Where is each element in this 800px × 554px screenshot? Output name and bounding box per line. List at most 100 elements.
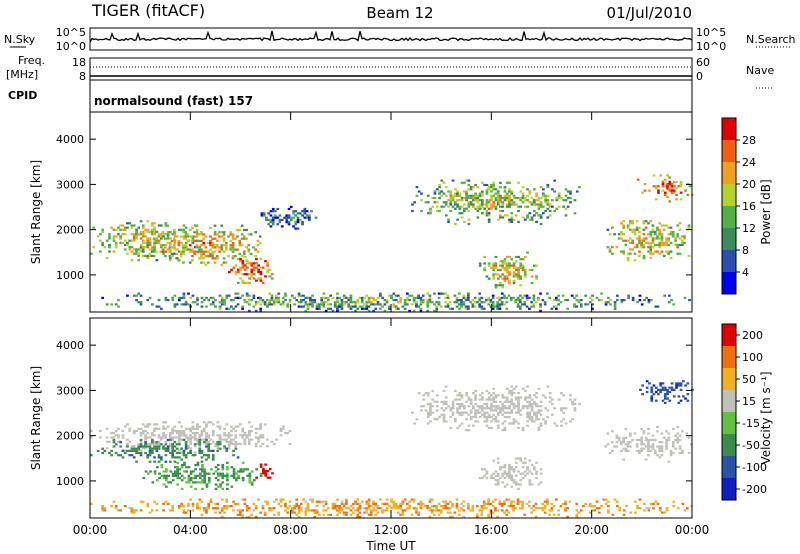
heatmap-cell (482, 307, 486, 310)
heatmap-cell (660, 224, 664, 227)
heatmap-cell (189, 485, 193, 488)
heatmap-cell (144, 425, 147, 428)
heatmap-cell (528, 396, 532, 399)
heatmap-cell (130, 445, 134, 448)
heatmap-cell (347, 507, 351, 510)
heatmap-cell (153, 429, 156, 433)
heatmap-cell (559, 301, 563, 304)
heatmap-cell (543, 500, 547, 503)
heatmap-cell (660, 241, 664, 244)
heatmap-cell (539, 507, 542, 510)
heatmap-cell (444, 407, 448, 410)
heatmap-cell (458, 192, 462, 195)
heatmap-cell (649, 241, 653, 244)
heatmap-cell (139, 250, 143, 253)
heatmap-cell (458, 394, 462, 397)
heatmap-cell (442, 400, 446, 403)
heatmap-cell (306, 505, 310, 508)
heatmap-cell (613, 233, 616, 236)
heatmap-cell (544, 209, 547, 213)
heatmap-cell (464, 307, 468, 310)
heatmap-cell (239, 296, 242, 299)
heatmap-cell (151, 233, 154, 236)
heatmap-cell (112, 441, 116, 444)
heatmap-cell (236, 509, 240, 512)
heatmap-cell (329, 303, 332, 306)
heatmap-cell (191, 259, 194, 262)
heatmap-cell (221, 463, 225, 467)
heatmap-cell (126, 442, 129, 446)
heatmap-cell (216, 507, 220, 510)
heatmap-cell (336, 505, 339, 508)
heatmap-cell (546, 409, 550, 412)
heatmap-cell (165, 468, 168, 471)
heatmap-cell (472, 415, 475, 419)
heatmap-cell (211, 246, 215, 249)
heatmap-cell (315, 307, 319, 310)
heatmap-cell (444, 301, 448, 304)
heatmap-cell (179, 250, 183, 253)
heatmap-cell (189, 479, 193, 482)
heatmap-cell (447, 199, 450, 202)
heatmap-cell (420, 409, 423, 412)
heatmap-cell (257, 438, 260, 441)
heatmap-cell (626, 252, 630, 255)
heatmap-cell (281, 303, 285, 306)
heatmap-cell (539, 424, 543, 427)
heatmap-cell (451, 205, 455, 208)
heatmap-cell (141, 423, 145, 426)
heatmap-cell (564, 199, 568, 202)
heatmap-cell (193, 250, 196, 253)
heatmap-cell (369, 505, 373, 508)
heatmap-cell (175, 303, 179, 306)
heatmap-cell (505, 474, 509, 477)
heatmap-cell (667, 239, 671, 242)
heatmap-cell (169, 445, 172, 448)
heatmap-cell (607, 509, 610, 512)
heatmap-cell (454, 203, 457, 206)
heatmap-cell (444, 296, 448, 299)
heatmap-cell (394, 507, 398, 510)
heatmap-cell (512, 279, 516, 282)
heatmap-cell (200, 296, 204, 299)
heatmap-cell (651, 447, 655, 450)
heatmap-cell (403, 509, 407, 512)
heatmap-cell (679, 198, 683, 201)
heatmap-cell (345, 500, 348, 503)
heatmap-cell (178, 432, 181, 435)
heatmap-cell (182, 505, 186, 508)
heatmap-cell (182, 231, 185, 234)
heatmap-cell (367, 513, 371, 516)
heatmap-cell (363, 296, 366, 299)
heatmap-cell (146, 257, 150, 260)
heatmap-cell (496, 479, 500, 482)
colorbar-tick-label: 24 (742, 156, 756, 169)
heatmap-cell (564, 507, 567, 510)
heatmap-cell (211, 507, 215, 510)
heatmap-cell (148, 451, 152, 455)
heatmap-cell (248, 472, 252, 475)
heatmap-cell (533, 411, 536, 414)
heatmap-cell (137, 248, 141, 251)
heatmap-cell (114, 243, 118, 247)
heatmap-cell (465, 199, 468, 202)
heatmap-cell (191, 241, 195, 244)
heatmap-cell (638, 299, 642, 302)
heatmap-cell (306, 305, 310, 308)
heatmap-cell (354, 301, 357, 304)
heatmap-cell (224, 244, 228, 247)
heatmap-cell (652, 185, 656, 188)
heatmap-cell (198, 447, 202, 450)
heatmap-cell (550, 509, 554, 512)
heatmap-cell (487, 415, 491, 419)
heatmap-cell (669, 250, 673, 253)
heatmap-cell (213, 233, 217, 236)
colorbar-segment (722, 206, 736, 229)
heatmap-cell (132, 239, 136, 242)
heatmap-cell (458, 402, 462, 406)
heatmap-cell (496, 296, 499, 299)
heatmap-cell (519, 479, 523, 482)
heatmap-cell (261, 301, 265, 304)
heatmap-cell (148, 460, 152, 463)
heatmap-cell (633, 252, 637, 255)
